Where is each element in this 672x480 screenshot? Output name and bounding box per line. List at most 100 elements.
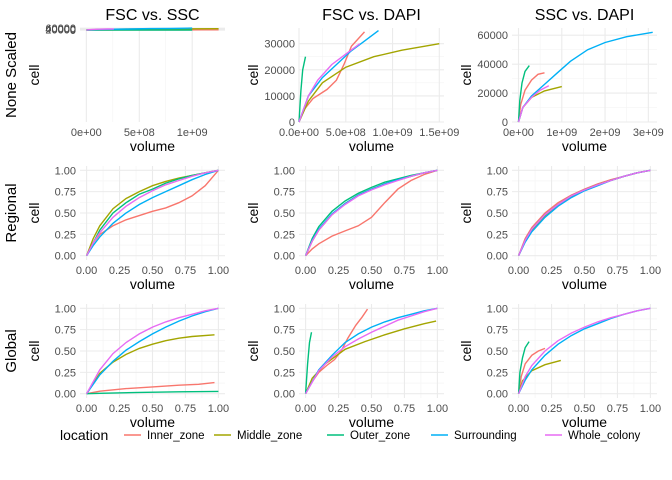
panel-r2-c1-x-tick-label: 0.25 xyxy=(109,265,130,277)
panel-r1-c3-x-tick-label: 0e+00 xyxy=(503,127,534,139)
panel-r2-c1-y-tick-label: 0.25 xyxy=(55,229,76,241)
panel-r1-c3-line-outer-zone xyxy=(517,65,530,123)
panel-r2-c3-x-tick-label: 1.00 xyxy=(640,265,661,277)
panel-r3-c2-y-tick-label: 0.00 xyxy=(274,389,295,401)
panel-r2-c3-x-axis-title: volume xyxy=(562,276,607,292)
panel-r1-c2-y-tick-label: 10000 xyxy=(264,91,295,103)
panel-r3-c1-x-tick-label: 0.25 xyxy=(109,403,130,415)
panel-r3-c2-x-axis-title: volume xyxy=(349,414,394,430)
panel-r3-c3-y-tick-label: 1.00 xyxy=(487,303,508,315)
panel-r3-c1-line-outer-zone xyxy=(86,390,219,395)
panel-r1-c1-x-tick-label: 1e+09 xyxy=(177,127,208,139)
panel-r2-c2-y-axis-title: cell xyxy=(245,202,261,223)
panel-r1-c2-line-outer-zone xyxy=(298,56,307,123)
row-title-2: Regional xyxy=(3,183,20,242)
legend-label-outer-zone: Outer_zone xyxy=(350,430,410,442)
panel-r2-c2-line-whole-colony xyxy=(304,169,438,256)
legend-label-surrounding: Surrounding xyxy=(454,430,517,442)
panel-r2-c3-y-tick-label: 0.75 xyxy=(487,187,508,199)
panel-r1-c3-line-inner-zone xyxy=(517,72,545,123)
panel-r1-c1-x-tick-label: 0e+00 xyxy=(71,127,102,139)
panel-r3-c1-x-tick-label: 1.00 xyxy=(208,403,229,415)
column-title-1: FSC vs. SSC xyxy=(105,7,199,24)
panel-r1-c3-x-tick-label: 3e+09 xyxy=(633,127,664,139)
panel-r3-c3-x-tick-label: 0.75 xyxy=(607,403,628,415)
panel-r2-c1-x-tick-label: 1.00 xyxy=(208,265,229,277)
panel-r1-c2-x-tick-label: 1.5e+09 xyxy=(419,127,459,139)
panel-r2-c3-y-tick-label: 1.00 xyxy=(487,165,508,177)
panel-r3-c3-x-tick-label: 0.00 xyxy=(508,403,529,415)
panel-r3-c2-line-outer-zone xyxy=(304,332,313,394)
panel-r1-c3-y-tick-label: 20000 xyxy=(477,88,508,100)
panel-r3-c2-line-surrounding xyxy=(304,307,438,395)
panel-r2-c2-x-tick-label: 1.00 xyxy=(427,265,448,277)
panel-r1-c2-x-axis-title: volume xyxy=(349,138,394,154)
panel-r2-c3-line-whole-colony xyxy=(517,169,651,256)
panel-r3-c2-x-tick-label: 0.25 xyxy=(328,403,349,415)
panel-r3-c1-line-whole-colony xyxy=(85,307,219,395)
panel-r3-c3-x-axis-title: volume xyxy=(562,414,607,430)
panel-r1-c2-line-whole-colony xyxy=(298,43,361,123)
panel-r2-c2-line-inner-zone xyxy=(305,169,438,257)
panel-r2-c1-y-axis-title: cell xyxy=(26,202,42,223)
panel-r3-c2-x-tick-label: 0.50 xyxy=(361,403,382,415)
panel-r1-c3-x-tick-label: 1e+09 xyxy=(546,127,577,139)
panel-r2-c1-y-tick-label: 0.75 xyxy=(55,187,76,199)
panel-r1-c3-y-axis-title: cell xyxy=(458,64,474,85)
panel-r1-c2-y-tick-label: 0 xyxy=(289,117,295,129)
panel-r2-c2-x-tick-label: 0.75 xyxy=(394,265,415,277)
panel-r3-c2-y-tick-label: 0.75 xyxy=(274,325,295,337)
panel-r3-c2-y-tick-label: 1.00 xyxy=(274,303,295,315)
panel-r2-c3-x-tick-label: 0.50 xyxy=(574,265,595,277)
panel-r2-c3-y-tick-label: 0.50 xyxy=(487,208,508,220)
panel-r1-c1-x-tick-label: 5e+08 xyxy=(124,127,155,139)
panel-r1-c1-line-whole-colony xyxy=(86,28,114,31)
panel-r3-c3-x-tick-label: 0.25 xyxy=(541,403,562,415)
panel-r3-c1-y-tick-label: 0.25 xyxy=(55,367,76,379)
panel-r1-c1-y-tick-label: 20000 xyxy=(45,24,76,36)
panel-r1-c1-y-axis-title: cell xyxy=(26,64,42,85)
legend-title: location xyxy=(60,427,108,443)
panel-r2-c1-line-whole-colony xyxy=(85,169,219,257)
panel-r3-c1-y-axis-title: cell xyxy=(26,340,42,361)
panel-r2-c1-y-tick-label: 0.50 xyxy=(55,208,76,220)
panel-r1-c3-y-tick-label: 60000 xyxy=(477,30,508,42)
column-title-2: FSC vs. DAPI xyxy=(322,7,421,24)
panel-r3-c2-x-tick-label: 1.00 xyxy=(427,403,448,415)
panel-r2-c2-x-tick-label: 0.25 xyxy=(328,265,349,277)
panel-r3-c3-y-tick-label: 0.75 xyxy=(487,325,508,337)
panel-r3-c1-x-tick-label: 0.50 xyxy=(142,403,163,415)
panel-r3-c3-line-whole-colony xyxy=(517,307,651,394)
panel-r2-c3-y-tick-label: 0.25 xyxy=(487,229,508,241)
panel-r1-c3-x-tick-label: 2e+09 xyxy=(590,127,621,139)
panel-r1-c1-y-tick-label: 60000 xyxy=(45,23,76,35)
legend-label-inner-zone: Inner_zone xyxy=(147,430,205,442)
panel-r1-c1-y-tick-label: 0 xyxy=(70,25,76,37)
panel-r1-c2-y-tick-label: 30000 xyxy=(264,39,295,51)
panel-r3-c2-line-whole-colony xyxy=(304,307,438,395)
panel-r1-c2-x-tick-label: 1.0e+09 xyxy=(373,127,413,139)
panel-r3-c3-x-tick-label: 0.50 xyxy=(574,403,595,415)
panel-r2-c2-x-axis-title: volume xyxy=(349,276,394,292)
panel-r3-c1-x-axis-title: volume xyxy=(130,414,175,430)
panel-r1-c2-y-axis-title: cell xyxy=(245,64,261,85)
panel-r3-c1-line-inner-zone xyxy=(86,381,215,395)
panel-r1-c1-x-axis-title: volume xyxy=(130,138,175,154)
panel-r3-c3-x-tick-label: 1.00 xyxy=(640,403,661,415)
panel-r2-c2-line-outer-zone xyxy=(304,169,438,256)
panel-r2-c2-x-tick-label: 0.50 xyxy=(361,265,382,277)
panel-r3-c3-y-tick-label: 0.00 xyxy=(487,389,508,401)
panel-r2-c2-y-tick-label: 0.75 xyxy=(274,187,295,199)
panel-r2-c3-x-tick-label: 0.25 xyxy=(541,265,562,277)
panel-r3-c3-y-axis-title: cell xyxy=(458,340,474,361)
panel-r2-c3-x-tick-label: 0.00 xyxy=(508,265,529,277)
panel-r2-c1-y-tick-label: 0.00 xyxy=(55,251,76,263)
panel-r3-c1-y-tick-label: 1.00 xyxy=(55,303,76,315)
legend-label-middle-zone: Middle_zone xyxy=(237,430,302,442)
panel-r3-c3-line-inner-zone xyxy=(517,347,546,394)
panel-r2-c2-x-tick-label: 0.00 xyxy=(295,265,316,277)
panel-r2-c1-line-outer-zone xyxy=(85,169,219,257)
panel-r2-c3-y-tick-label: 0.00 xyxy=(487,251,508,263)
panel-r2-c2-y-tick-label: 0.25 xyxy=(274,229,295,241)
